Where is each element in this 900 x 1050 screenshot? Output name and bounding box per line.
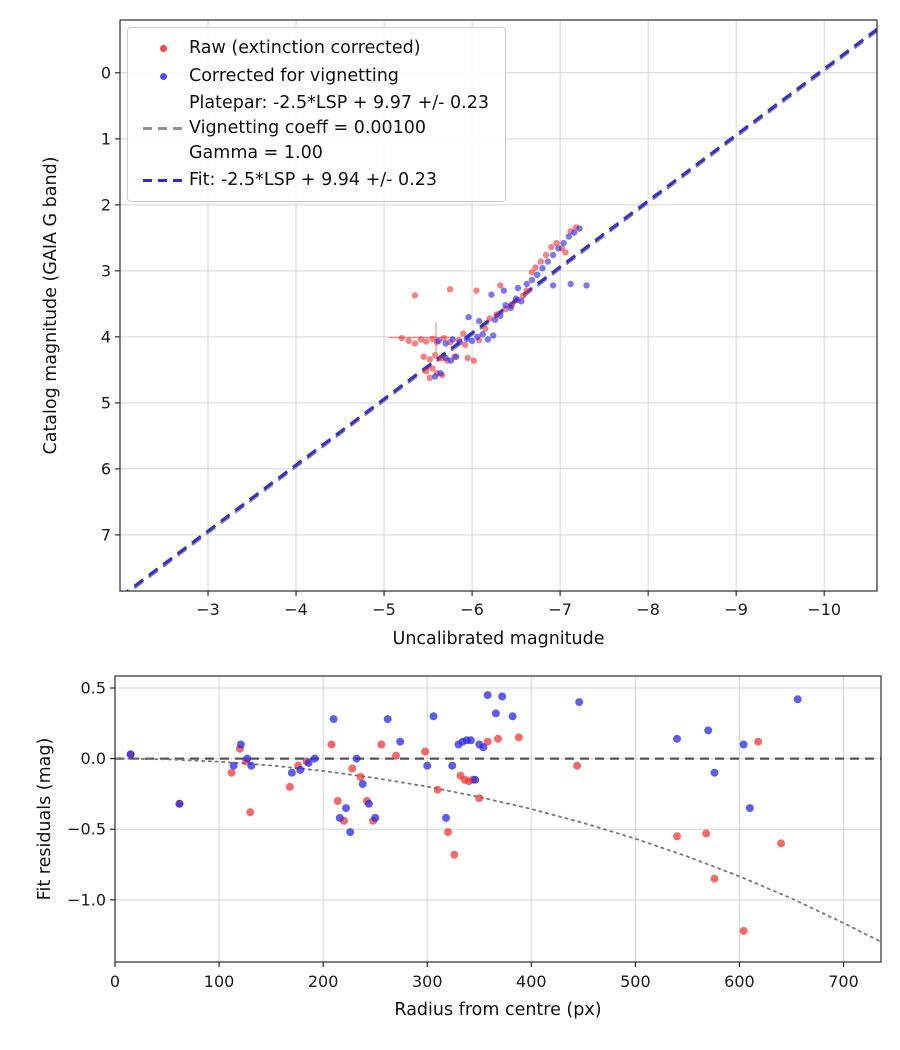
residuals-plot: 0 100 200 300 400 500 600 700 0.5 0.0 −0.5 −1.0 Radi… <box>35 675 882 1020</box>
svg-text:300: 300 <box>412 972 443 991</box>
svg-text:700: 700 <box>828 972 859 991</box>
svg-text:0.5: 0.5 <box>81 679 106 698</box>
corrected-residuals <box>126 691 802 837</box>
magnitude-fit-plot: −3 −4 −5 −6 −7 −8 −9 −10 0 1 2 3 4 5 6 7 Uncalibrated ma… <box>41 19 878 649</box>
svg-text:600: 600 <box>724 972 755 991</box>
plot-frame <box>114 675 882 963</box>
axis-ticks: 0 100 200 300 400 500 600 700 0.5 0.0 −0.5 −1.0 <box>67 679 859 991</box>
vignetting-model-curve <box>115 757 881 943</box>
gridlines <box>114 676 881 962</box>
axis-ticks: −3 −4 −5 −6 −7 −8 −9 −10 0 1 2 3 4 5 6 7 <box>101 63 841 619</box>
svg-text:4: 4 <box>101 327 111 346</box>
svg-text:−1.0: −1.0 <box>67 890 106 909</box>
legend-label-raw: Raw (extinction corrected) <box>189 38 421 59</box>
svg-text:−0.5: −0.5 <box>67 820 106 839</box>
svg-text:7: 7 <box>101 525 111 544</box>
x-axis-label: Radius from centre (px) <box>394 1000 601 1020</box>
gray-dash-marker <box>137 126 189 130</box>
svg-text:5: 5 <box>101 393 111 412</box>
legend-item-corrected: Corrected for vignetting <box>137 63 489 90</box>
legend-label-platepar: Platepar: -2.5*LSP + 9.97 +/- 0.23 <box>189 93 489 113</box>
y-axis-label: Catalog magnitude (GAIA G band) <box>41 156 61 454</box>
svg-text:0: 0 <box>101 63 111 82</box>
svg-text:200: 200 <box>308 972 339 991</box>
svg-text:−5: −5 <box>372 600 396 619</box>
legend-label-corrected: Corrected for vignetting <box>189 66 399 87</box>
legend-label-vignetting-coeff: Vignetting coeff = 0.00100 <box>189 117 427 138</box>
svg-text:2: 2 <box>101 195 111 214</box>
svg-text:−6: −6 <box>460 600 484 619</box>
svg-text:−7: −7 <box>548 600 572 619</box>
corrected-for-vignetting <box>431 225 590 380</box>
blue-dot-marker <box>137 73 189 80</box>
svg-text:500: 500 <box>620 972 651 991</box>
svg-text:1: 1 <box>101 129 111 148</box>
plot-frame <box>119 19 878 592</box>
legend-label-gamma: Gamma = 1.00 <box>189 142 323 163</box>
svg-text:−3: −3 <box>196 600 220 619</box>
svg-text:−4: −4 <box>284 600 308 619</box>
legend-item-fit: Fit: -2.5*LSP + 9.94 +/- 0.23 <box>137 167 489 194</box>
svg-text:0.0: 0.0 <box>81 749 106 768</box>
raw-extinction-corrected <box>398 224 580 381</box>
svg-text:0: 0 <box>110 972 120 991</box>
raw-residuals <box>126 733 786 935</box>
y-axis-label: Fit residuals (mag) <box>35 738 55 901</box>
svg-text:6: 6 <box>101 459 111 478</box>
svg-text:3: 3 <box>101 261 111 280</box>
gridlines <box>120 20 877 591</box>
legend-item-platepar: Platepar: -2.5*LSP + 9.97 +/- 0.23 Vigne… <box>137 91 489 166</box>
svg-text:−10: −10 <box>807 600 841 619</box>
red-dot-marker <box>137 45 189 52</box>
legend-label-fit: Fit: -2.5*LSP + 9.94 +/- 0.23 <box>189 169 437 190</box>
legend-item-raw: Raw (extinction corrected) <box>137 35 489 62</box>
svg-text:−8: −8 <box>636 600 660 619</box>
svg-text:−9: −9 <box>724 600 748 619</box>
blue-dash-marker <box>137 178 189 182</box>
x-axis-label: Uncalibrated magnitude <box>393 629 605 649</box>
svg-text:400: 400 <box>516 972 547 991</box>
legend: Raw (extinction corrected) Corrected for… <box>127 27 506 202</box>
svg-text:100: 100 <box>204 972 235 991</box>
